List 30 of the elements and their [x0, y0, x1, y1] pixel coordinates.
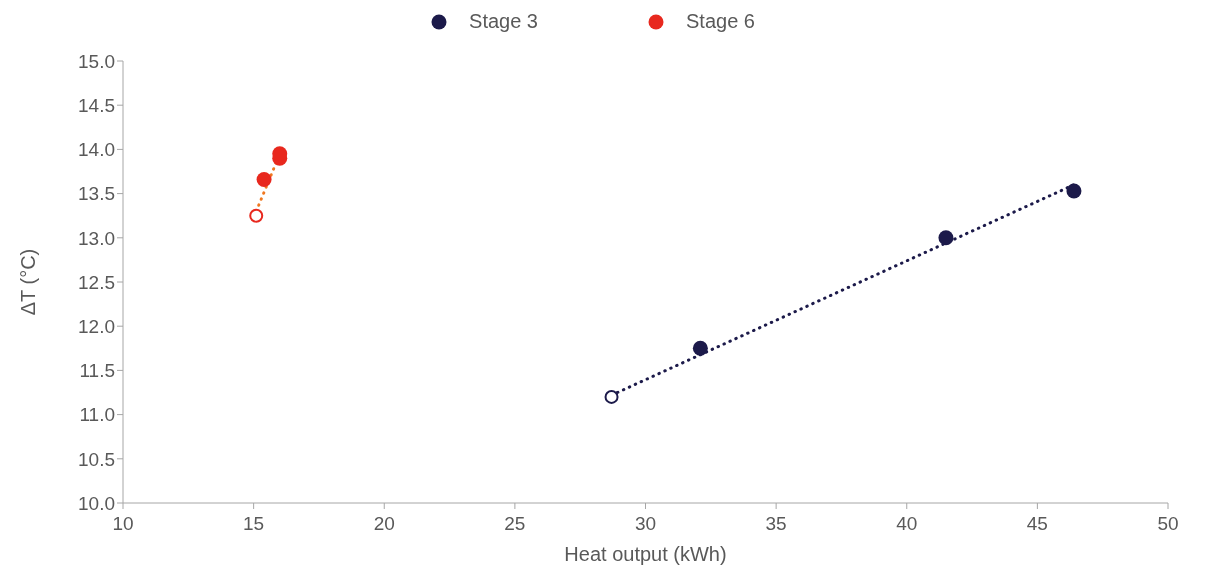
x-axis-title: Heat output (kWh): [564, 543, 727, 565]
x-tick-label: 50: [1157, 513, 1179, 535]
y-tick-label: 14.5: [78, 94, 115, 116]
y-tick-label: 11.5: [79, 360, 115, 382]
x-tick-label: 15: [243, 513, 265, 535]
y-tick-label: 13.5: [78, 183, 115, 205]
y-tick-label: 14.0: [78, 139, 115, 161]
y-tick-label: 11.0: [79, 404, 115, 426]
point: [692, 340, 708, 356]
y-tick-label: 12.0: [78, 315, 115, 337]
x-tick-label: 40: [896, 513, 918, 535]
y-tick-label: 10.0: [78, 492, 115, 514]
x-tick-label: 35: [765, 513, 787, 535]
y-tick-label: 13.0: [78, 227, 115, 249]
x-tick-label: 10: [112, 513, 134, 535]
x-tick-label: 25: [504, 513, 526, 535]
legend-label: Stage 6: [686, 10, 755, 33]
x-tick-label: 45: [1026, 513, 1048, 535]
legend-label: Stage 3: [469, 10, 538, 33]
point: [604, 389, 619, 404]
point: [1066, 183, 1082, 199]
point: [249, 208, 264, 223]
y-tick-label: 10.5: [78, 448, 115, 470]
y-axis-title: ΔT (°C): [17, 248, 40, 316]
x-tick-label: 20: [373, 513, 395, 535]
point: [256, 171, 272, 187]
x-tick-label: 30: [634, 513, 657, 535]
y-tick-label: 15.0: [78, 50, 115, 72]
point: [938, 230, 954, 246]
y-tick-label: 12.5: [78, 271, 115, 293]
